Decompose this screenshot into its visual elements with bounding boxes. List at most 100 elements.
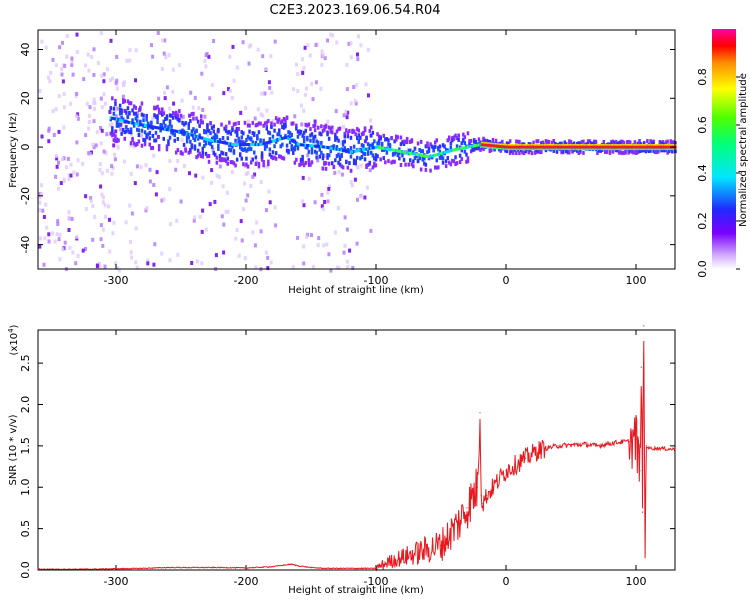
spectrogram-ridge-cell: [633, 150, 637, 155]
spectrogram-ridge-core: [267, 140, 270, 144]
spectrogram-noise-cell: [353, 98, 357, 103]
spectrogram-noise-cell: [91, 142, 95, 147]
spectrogram-ridge-cell: [134, 105, 137, 110]
spectrogram-noise-cell: [348, 248, 352, 253]
spectrogram-ridge-cell: [153, 113, 156, 118]
spectrogram-ridge-cell: [162, 111, 165, 116]
spectrogram-ridge-cell: [424, 167, 428, 172]
spectrogram-ridge-cell: [466, 156, 470, 161]
spectrogram-noise-cell: [259, 229, 263, 234]
spectrogram-ridge-cell: [362, 144, 365, 148]
spectrogram-ridge-core: [153, 125, 156, 129]
spectrogram-ridge-cell: [313, 134, 317, 139]
spectrogram-ridge-cell: [402, 142, 406, 146]
spectrogram-ridge-cell: [260, 154, 264, 159]
spectrogram-noise-cell: [65, 54, 69, 59]
spectrogram-noise-cell: [323, 56, 327, 61]
spectrogram-ridge-cell: [310, 150, 314, 155]
spectrogram-ridge-cell: [515, 139, 518, 144]
spectrogram-ridge-cell: [168, 113, 172, 118]
spectrogram-ridge-cell: [530, 151, 534, 156]
spectrogram-noise-cell: [112, 143, 116, 148]
spectrogram-ridge-core: [583, 145, 587, 149]
spectrogram-ridge-cell: [451, 138, 454, 143]
spectrogram-ridge-core: [357, 149, 360, 152]
spectrogram-ridge-cell: [154, 130, 158, 135]
spectrogram-noise-cell: [70, 59, 74, 64]
spectrogram-frame: [37, 29, 676, 270]
spectrogram-ridge-cell: [396, 153, 399, 157]
spectrogram-noise-cell: [130, 211, 134, 216]
spectrogram-ridge-core: [231, 142, 234, 146]
spectrogram-noise-cell: [326, 38, 330, 43]
spectrogram-noise-cell: [171, 67, 175, 72]
spectrogram-ridge-cell: [263, 146, 267, 151]
spectrogram-ridge-cell: [243, 120, 247, 125]
spectrogram-noise-cell: [253, 116, 257, 121]
spectrogram-ridge-cell: [232, 150, 236, 155]
spectrogram-ridge-cell: [577, 141, 580, 146]
spectrogram-ridge-halo: [513, 148, 516, 151]
spectrogram-ridge-halo: [502, 143, 506, 146]
spectrogram-ridge-core: [547, 145, 551, 149]
spectrogram-ridge-cell: [126, 99, 130, 104]
spectrogram-ridge-core: [549, 145, 552, 149]
spectrogram-ridge-cell: [292, 151, 295, 155]
snr-frame: [37, 329, 676, 571]
spectrogram-ridge-core: [276, 138, 279, 142]
spectrogram-ridge-core: [178, 130, 181, 134]
snr-data-point: [453, 528, 455, 530]
spectrogram-noise-cell: [243, 256, 247, 261]
spectrogram-ridge-cell: [274, 116, 278, 121]
spectrogram-noise-cell: [234, 236, 238, 241]
spectrogram-noise-cell: [337, 266, 341, 270]
spectrogram-ridge-core: [650, 145, 654, 149]
spectrogram-ridge-cell: [533, 150, 537, 155]
spectrogram-ridge-halo: [597, 144, 601, 146]
spectrogram-noise-cell: [204, 227, 208, 232]
spectrogram-ridge-cell: [143, 142, 147, 147]
spectrogram-ridge-halo: [629, 144, 632, 146]
spectrogram-ridge-cell: [301, 133, 304, 138]
spectrogram-ridge-core: [173, 129, 176, 133]
spectrogram-ridge-core: [530, 145, 534, 149]
spectrogram-ridge-cell: [151, 133, 155, 138]
spectrogram-ridge-cell: [136, 127, 139, 132]
spectrogram-ridge-halo: [638, 148, 641, 151]
spectrogram-noise-cell: [203, 58, 207, 63]
spectrogram-ridge-core: [568, 145, 571, 149]
spectrogram-noise-cell: [87, 120, 91, 124]
spectrogram-noise-cell: [333, 170, 337, 175]
spectrogram-noise-cell: [156, 134, 160, 139]
spectrogram-noise-cell: [116, 266, 120, 271]
spectrogram-ridge-halo: [536, 144, 540, 146]
spectrogram-ridge-cell: [335, 129, 339, 134]
spectrogram-ridge-cell: [477, 137, 481, 142]
spectrogram-ridge-halo: [658, 148, 662, 151]
spectrogram-noise-cell: [345, 259, 349, 264]
spectrogram-noise-cell: [200, 261, 204, 266]
spectrogram-ridge-cell: [343, 139, 346, 144]
spectrogram-noise-cell: [119, 127, 123, 132]
spectrogram-ridge-cell: [301, 154, 304, 159]
spectrogram-noise-cell: [179, 199, 183, 204]
spectrogram-ridge-core: [619, 145, 623, 149]
spectrogram-ridge-cell: [482, 136, 485, 141]
spectrogram-ridge-cell: [192, 116, 195, 121]
spectrogram-ridge-cell: [271, 156, 275, 161]
snr-data-point: [245, 567, 247, 569]
spectrogram-ridge-core: [226, 141, 229, 145]
spectrogram-ridge-cell: [639, 148, 643, 153]
spectrogram-ridge-halo: [557, 148, 560, 151]
spectrogram-ridge-cell: [663, 148, 666, 153]
spectrogram-noise-cell: [162, 51, 166, 56]
spectrogram-noise-cell: [154, 192, 158, 197]
spectrogram-ridge-cell: [215, 160, 219, 165]
spectrogram-ridge-cell: [614, 139, 618, 144]
spectrogram-ridge-cell: [516, 139, 520, 144]
spectrogram-ridge-core: [309, 144, 312, 148]
spectrogram-ridge-core: [668, 145, 671, 149]
spectrogram-noise-cell: [122, 80, 126, 85]
spectrogram-ridge-cell: [594, 139, 598, 144]
spectrogram-ridge-cell: [301, 161, 304, 166]
